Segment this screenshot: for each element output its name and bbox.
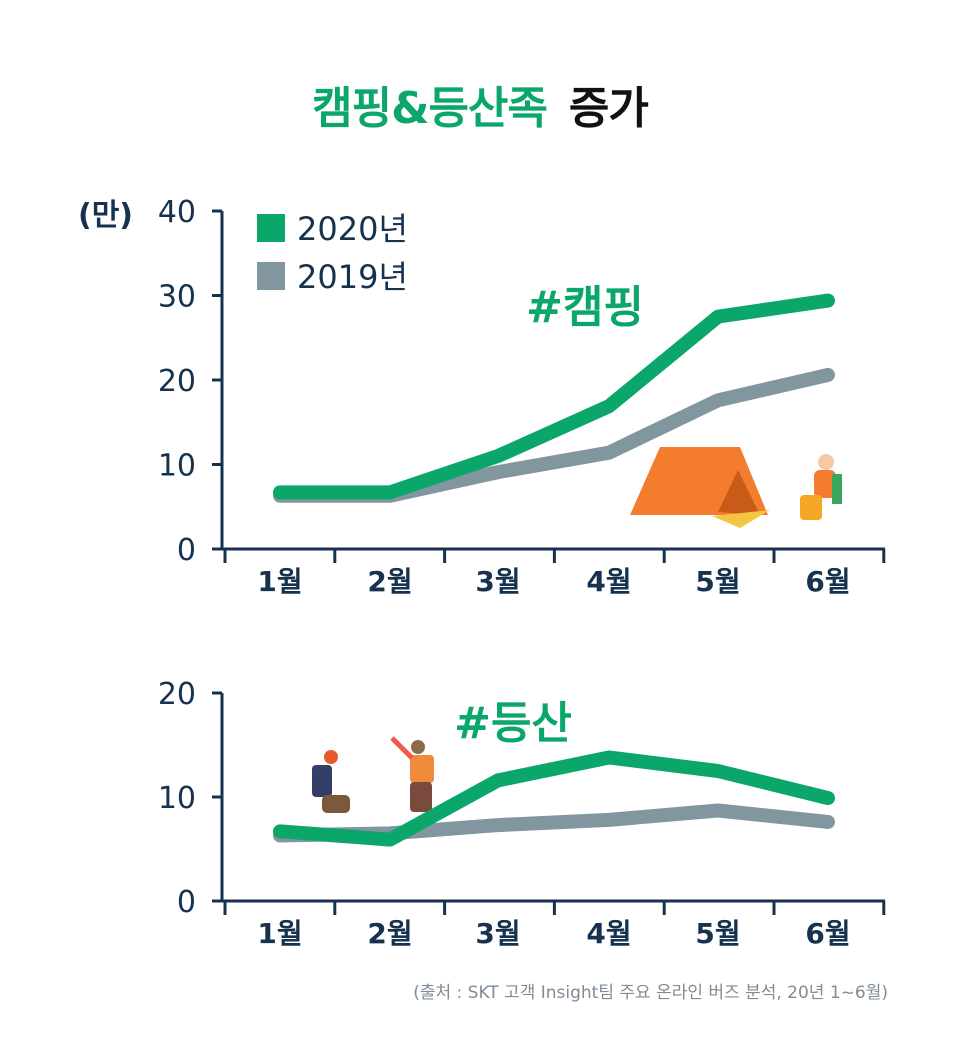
y-axis-unit: (만) xyxy=(78,198,133,233)
hiker-head xyxy=(324,750,338,764)
x-tick-label: 3월 xyxy=(475,565,520,598)
x-tick-label: 6월 xyxy=(805,917,850,950)
legend-swatch xyxy=(257,262,285,290)
series-line-2020년 xyxy=(273,750,835,847)
x-tick-label: 4월 xyxy=(586,565,631,598)
backpack xyxy=(312,765,332,797)
x-tick-label: 1월 xyxy=(257,565,302,598)
x-tick-label: 6월 xyxy=(805,565,850,598)
hiker2-body xyxy=(410,755,434,783)
x-tick-label: 4월 xyxy=(586,917,631,950)
tent-door xyxy=(718,470,760,515)
x-tick-label: 5월 xyxy=(695,565,740,598)
x-tick-label: 1월 xyxy=(257,917,302,950)
source-note: (출처 : SKT 고객 Insight팀 주요 온라인 버즈 분석, 20년 … xyxy=(413,983,888,1003)
legend-label: 2020년 xyxy=(297,210,408,248)
x-tick-label: 2월 xyxy=(367,917,412,950)
chart-annotation: #등산 xyxy=(454,698,572,749)
chart-annotation: #캠핑 xyxy=(526,282,644,333)
hikers-illustration xyxy=(312,736,434,813)
title-rest: 증가 xyxy=(568,83,649,134)
legend-swatch xyxy=(257,214,285,242)
series-line-2020년 xyxy=(273,293,835,500)
tent-camping-illustration xyxy=(630,447,842,528)
hiker-legs xyxy=(322,795,350,813)
title-highlight: 캠핑&등산족 xyxy=(312,83,548,134)
legend-label: 2019년 xyxy=(297,258,408,296)
y-tick-label: 20 xyxy=(158,677,196,712)
y-tick-label: 0 xyxy=(177,533,196,568)
x-tick-label: 3월 xyxy=(475,917,520,950)
hiker2-arm xyxy=(390,736,414,760)
hiker2-head xyxy=(411,740,425,754)
chart-1: 0 10 20 30 40 1월 2월 3월 4월 5월 6월 (만) #캠핑 2020년 2019년 xyxy=(78,195,886,598)
person-head xyxy=(818,454,834,470)
y-tick-label: 40 xyxy=(158,195,196,230)
chair xyxy=(832,474,842,504)
chart-2: 0 10 20 1월 2월 3월 4월 5월 6월 #등산 xyxy=(158,677,886,950)
x-tick-label: 2월 xyxy=(367,565,412,598)
y-tick-label: 30 xyxy=(158,280,196,315)
y-tick-label: 0 xyxy=(177,885,196,920)
hiker2-legs xyxy=(410,782,432,812)
person-body xyxy=(814,470,836,498)
y-tick-label: 10 xyxy=(158,781,196,816)
page-title: 캠핑&등산족 증가 xyxy=(0,72,960,136)
y-tick-label: 20 xyxy=(158,364,196,399)
mat xyxy=(712,510,770,528)
x-tick-label: 5월 xyxy=(695,917,740,950)
person-skirt xyxy=(800,495,822,520)
y-tick-label: 10 xyxy=(158,449,196,484)
